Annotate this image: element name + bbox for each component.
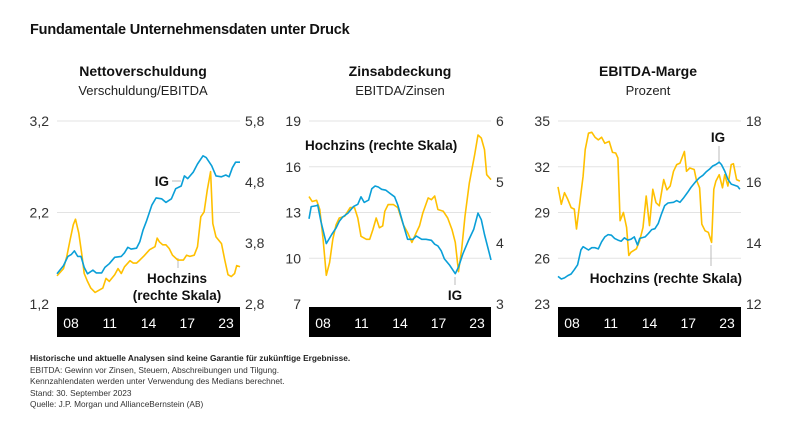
x-tick-label: 08 (564, 315, 580, 331)
series-line-ig (308, 185, 492, 275)
median-note: Kennzahlendaten werden unter Verwendung … (30, 376, 285, 387)
y-right-tick-label: 5 (496, 174, 504, 190)
y-right-tick-label: 4 (496, 235, 504, 251)
annotation-hochzins: Hochzins (rechte Skala) (590, 271, 742, 286)
annotation-hochzins-scale: (rechte Skala) (133, 288, 222, 303)
x-tick-label: 17 (431, 315, 447, 331)
source-note: Quelle: J.P. Morgan und AllianceBernstei… (30, 399, 204, 410)
x-tick-label: 14 (642, 315, 658, 331)
y-right-tick-label: 14 (746, 235, 762, 251)
y-right-tick-label: 18 (746, 113, 762, 129)
y-right-tick-label: 6 (496, 113, 504, 129)
y-left-tick-label: 7 (293, 296, 301, 312)
x-tick-label: 11 (603, 315, 618, 331)
y-left-tick-label: 1,2 (30, 296, 50, 312)
y-left-tick-label: 35 (534, 113, 550, 129)
y-left-tick-label: 16 (285, 159, 301, 175)
y-left-tick-label: 32 (534, 159, 550, 175)
footnotes: Historische und aktuelle Analysen sind k… (30, 353, 350, 411)
y-right-tick-label: 3,8 (245, 235, 265, 251)
x-tick-label: 23 (719, 315, 735, 331)
series-line-hochzins (557, 131, 741, 257)
x-tick-label: 08 (63, 315, 79, 331)
x-tick-label: 17 (179, 315, 195, 331)
x-tick-label: 17 (680, 315, 696, 331)
y-right-tick-label: 2,8 (245, 296, 265, 312)
y-right-tick-label: 3 (496, 296, 504, 312)
main-title: Fundamentale Unternehmensdaten unter Dru… (30, 22, 350, 38)
annotation-ig: IG (448, 288, 462, 303)
y-left-tick-label: 19 (285, 113, 301, 129)
x-tick-label: 11 (102, 315, 117, 331)
chart-subtitle-ebitda-marge: Prozent (625, 83, 671, 98)
date-note: Stand: 30. September 2023 (30, 387, 132, 398)
y-left-tick-label: 26 (534, 250, 550, 266)
y-left-tick-label: 2,2 (30, 205, 50, 221)
y-right-tick-label: 4,8 (245, 174, 265, 190)
y-left-tick-label: 13 (285, 205, 301, 221)
x-axis-bar (57, 307, 240, 337)
x-tick-label: 14 (141, 315, 157, 331)
x-tick-label: 14 (392, 315, 408, 331)
y-right-tick-label: 5,8 (245, 113, 265, 129)
y-left-tick-label: 29 (534, 205, 550, 221)
annotation-ig: IG (711, 130, 725, 145)
y-left-tick-label: 3,2 (30, 113, 50, 129)
x-axis-bar (309, 307, 491, 337)
chart-subtitle-nettoverschuldung: Verschuldung/EBITDA (78, 83, 208, 98)
disclaimer-note: Historische und aktuelle Analysen sind k… (30, 353, 351, 363)
series-line-hochzins (56, 170, 241, 294)
y-left-tick-label: 10 (285, 250, 301, 266)
series-line-ig (56, 155, 240, 275)
y-right-tick-label: 16 (746, 174, 762, 190)
chart-title-nettoverschuldung: Nettoverschuldung (79, 63, 207, 79)
y-right-tick-label: 12 (746, 296, 762, 312)
x-tick-label: 11 (354, 315, 369, 331)
x-axis-bar (558, 307, 741, 337)
annotation-hochzins: Hochzins (147, 271, 207, 286)
chart-title-zinsabdeckung: Zinsabdeckung (348, 63, 452, 79)
y-left-tick-label: 23 (534, 296, 550, 312)
chart-subtitle-zinsabdeckung: EBITDA/Zinsen (355, 83, 445, 98)
annotation-hochzins: Hochzins (rechte Skala) (305, 138, 457, 153)
series-line-ig (557, 161, 741, 280)
x-tick-label: 23 (218, 315, 234, 331)
annotation-ig: IG (155, 174, 169, 189)
series-line-hochzins (308, 134, 492, 277)
chart-title-ebitda-marge: EBITDA-Marge (598, 63, 697, 79)
x-tick-label: 08 (315, 315, 331, 331)
ebitda-note: EBITDA: Gewinn vor Zinsen, Steuern, Absc… (30, 364, 280, 375)
x-tick-label: 23 (469, 315, 485, 331)
